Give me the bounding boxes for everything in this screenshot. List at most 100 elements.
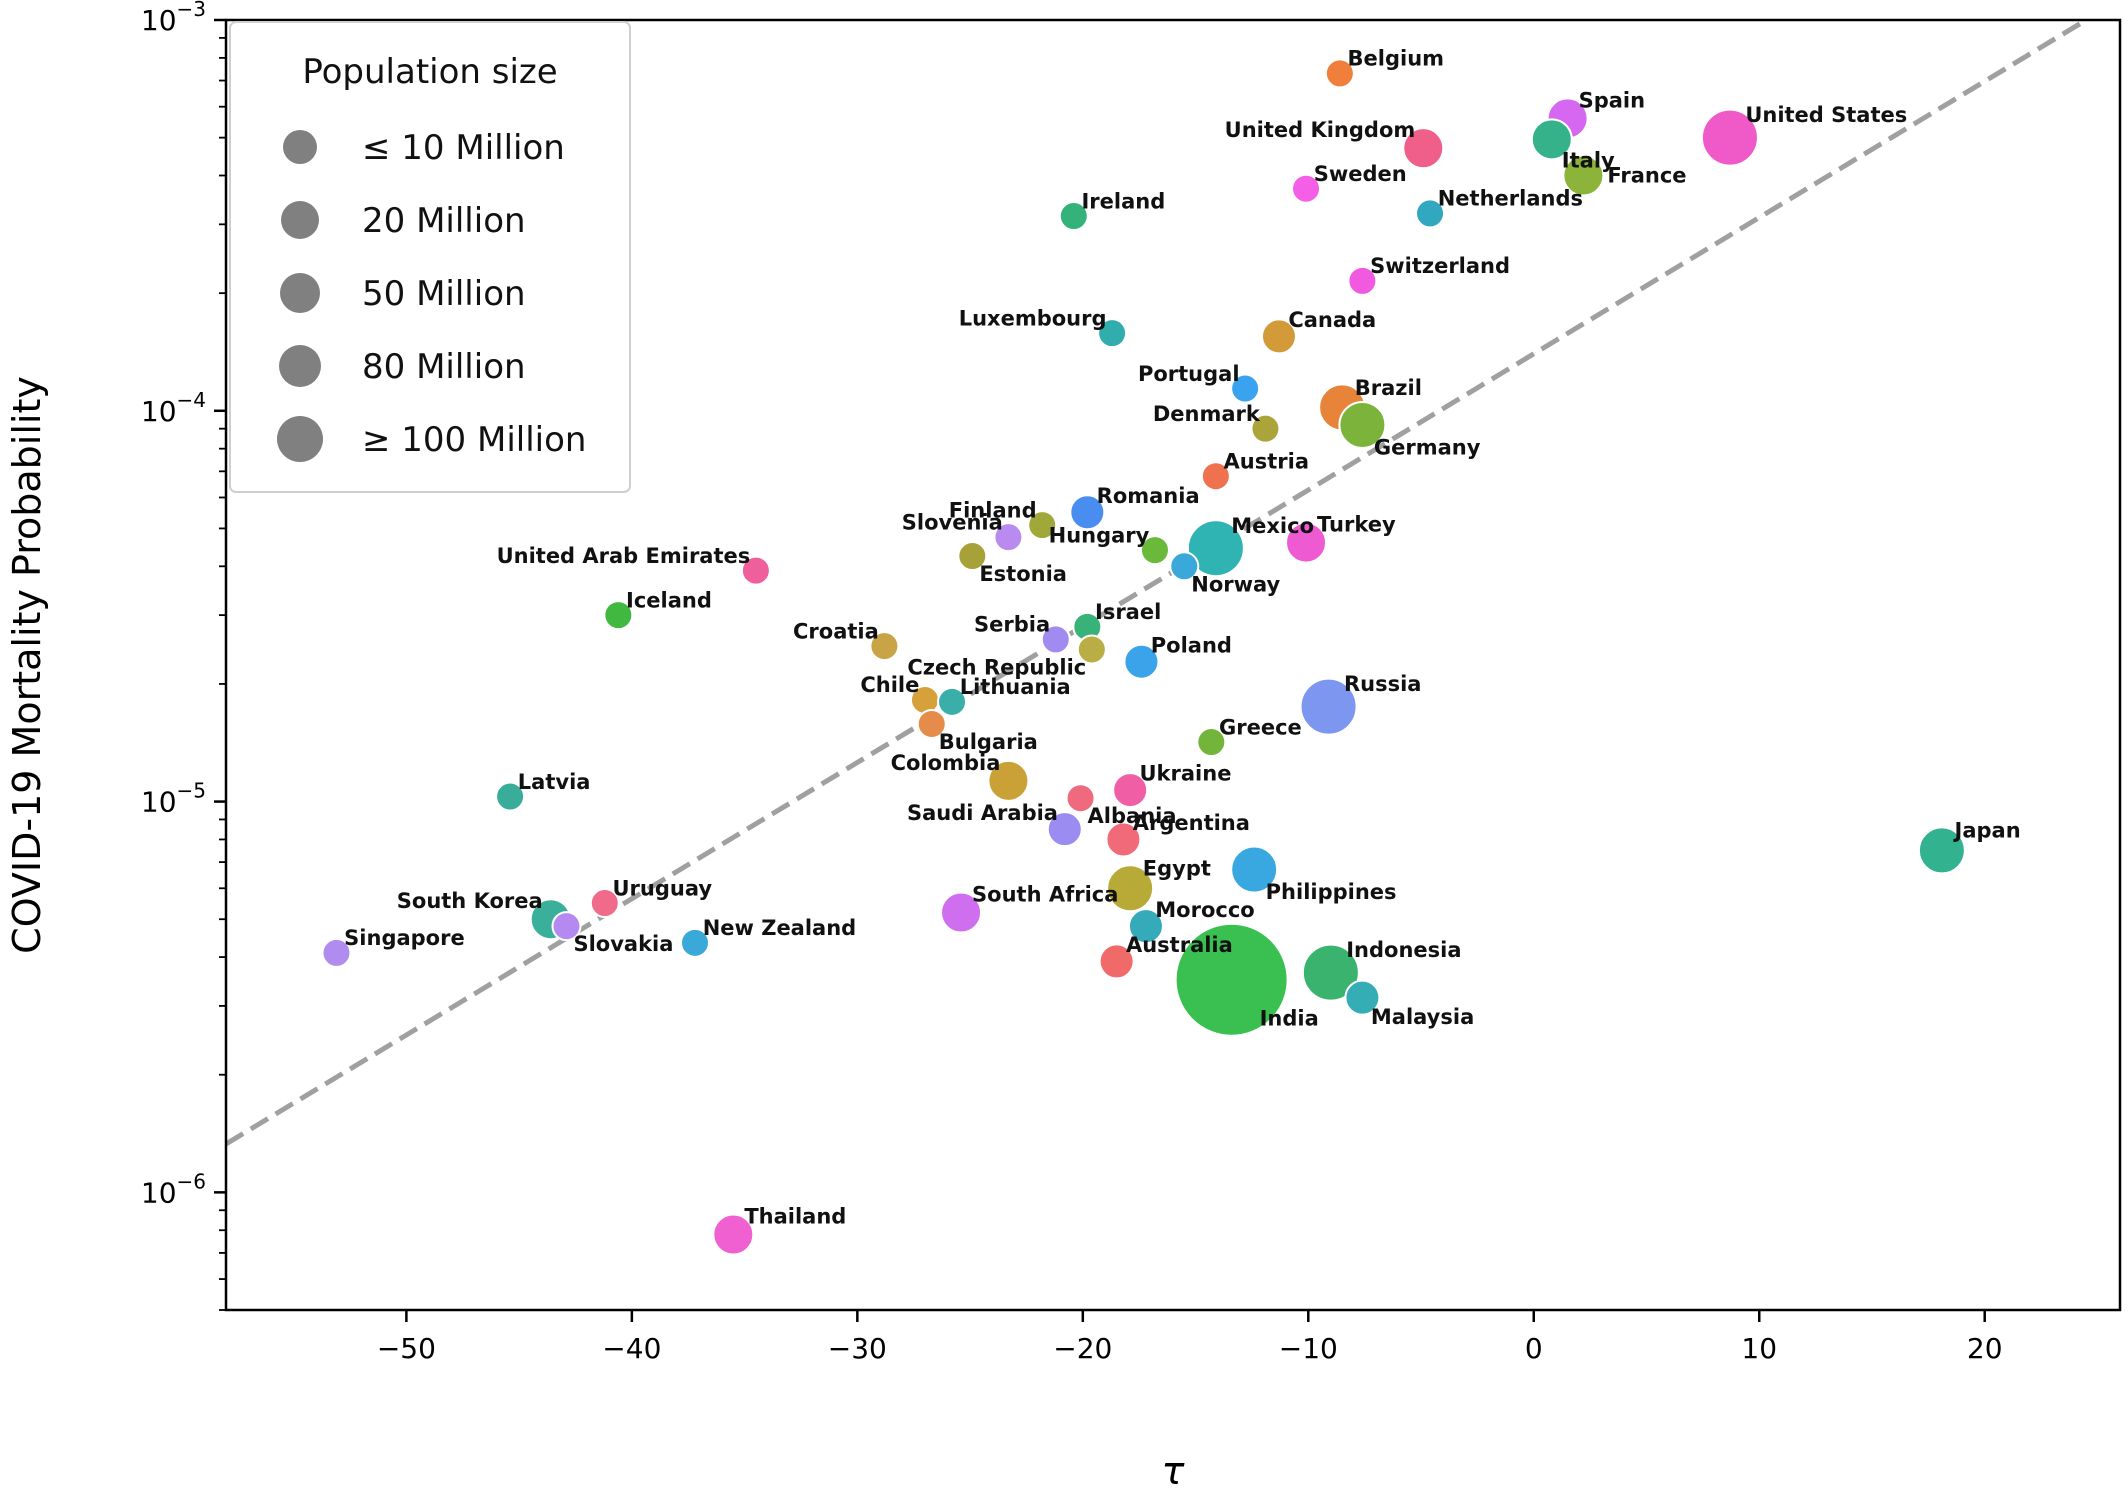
- point-india: [1174, 922, 1289, 1037]
- point-new-zealand: [679, 927, 710, 958]
- point-switzerland: [1347, 265, 1378, 296]
- point-estonia: [957, 541, 988, 572]
- label-malaysia: Malaysia: [1371, 1005, 1474, 1029]
- x-axis-ticks: −50 −40 −30 −20 −10 0 10 20: [377, 1310, 2003, 1365]
- point-united-states: [1700, 108, 1759, 167]
- point-philippines: [1230, 845, 1279, 894]
- label-indonesia: Indonesia: [1346, 938, 1461, 962]
- y-tick-label: 10−6: [141, 1169, 206, 1209]
- label-greece: Greece: [1219, 715, 1302, 739]
- x-tick-label: −10: [1279, 1332, 1338, 1365]
- x-tick-label: −30: [828, 1332, 887, 1365]
- trend-line: [226, 20, 2088, 1147]
- point-italy: [1530, 118, 1573, 161]
- label-russia: Russia: [1344, 672, 1422, 696]
- x-tick-label: −20: [1053, 1332, 1112, 1365]
- point-ireland: [1058, 201, 1089, 232]
- label-belgium: Belgium: [1348, 47, 1445, 71]
- label-lithuania: Lithuania: [960, 675, 1071, 699]
- point-mexico: [1186, 519, 1245, 578]
- label-ukraine: Ukraine: [1140, 762, 1232, 786]
- label-australia: Australia: [1126, 933, 1233, 957]
- label-united-arab-emirates: United Arab Emirates: [497, 544, 751, 568]
- label-colombia: Colombia: [891, 751, 1001, 775]
- point-indonesia: [1301, 943, 1360, 1002]
- label-india: India: [1260, 1007, 1319, 1031]
- point-austria: [1200, 461, 1231, 492]
- point-norway: [1169, 551, 1200, 582]
- label-latvia: Latvia: [518, 770, 591, 794]
- legend-box: [229, 21, 631, 493]
- legend-item-label: 80 Million: [362, 347, 526, 387]
- label-slovakia: Slovakia: [573, 932, 673, 956]
- legend-title: Population size: [302, 52, 557, 92]
- point-portugal: [1230, 373, 1261, 404]
- x-axis-label: τ: [1162, 1449, 1186, 1491]
- point-netherlands: [1415, 198, 1446, 229]
- label-philippines: Philippines: [1266, 880, 1397, 904]
- point-uruguay: [589, 888, 620, 919]
- label-egypt: Egypt: [1143, 857, 1211, 881]
- label-new-zealand: New Zealand: [703, 916, 857, 940]
- legend-marker: [280, 273, 320, 313]
- point-morocco: [1127, 908, 1164, 945]
- label-united-kingdom: United Kingdom: [1225, 118, 1416, 142]
- point-croatia: [869, 631, 900, 662]
- label-singapore: Singapore: [344, 926, 465, 950]
- label-turkey: Turkey: [1317, 513, 1396, 537]
- point-hungary: [1139, 535, 1170, 566]
- label-slovenia: Slovenia: [902, 510, 1003, 534]
- label-czech-republic: Czech Republic: [907, 655, 1086, 679]
- point-france: [1562, 154, 1605, 197]
- x-tick-label: −50: [377, 1332, 436, 1365]
- label-netherlands: Netherlands: [1438, 187, 1583, 211]
- label-denmark: Denmark: [1153, 402, 1261, 426]
- label-poland: Poland: [1151, 633, 1232, 657]
- y-tick-label: 10−5: [141, 779, 206, 819]
- label-uruguay: Uruguay: [613, 876, 713, 900]
- legend: Population size ≤ 10 Million 20 Million 50…: [229, 21, 631, 493]
- point-slovakia: [551, 911, 582, 942]
- label-israel: Israel: [1095, 600, 1161, 624]
- point-colombia: [987, 759, 1030, 802]
- label-austria: Austria: [1224, 450, 1309, 474]
- label-iceland: Iceland: [626, 588, 712, 612]
- point-ukraine: [1112, 772, 1149, 809]
- point-denmark: [1250, 413, 1281, 444]
- label-luxembourg: Luxembourg: [959, 306, 1107, 330]
- label-argentina: Argentina: [1133, 811, 1250, 835]
- point-bulgaria: [916, 708, 947, 739]
- trend-line-layer: [226, 20, 2088, 1147]
- point-saudi-arabia: [1046, 811, 1083, 848]
- label-south-africa: South Africa: [972, 883, 1118, 907]
- point-greece: [1196, 727, 1227, 758]
- label-united-states: United States: [1745, 103, 1907, 127]
- point-germany: [1338, 400, 1387, 449]
- label-switzerland: Switzerland: [1370, 254, 1510, 278]
- label-france: France: [1607, 164, 1686, 188]
- y-tick-label: 10−3: [141, 0, 206, 37]
- label-morocco: Morocco: [1155, 898, 1254, 922]
- x-tick-label: −40: [602, 1332, 661, 1365]
- label-estonia: Estonia: [979, 562, 1067, 586]
- x-tick-label: 0: [1525, 1332, 1543, 1365]
- point-latvia: [495, 781, 526, 812]
- legend-marker: [277, 416, 323, 462]
- label-mexico: Mexico: [1231, 514, 1314, 538]
- y-axis-label: COVID-19 Mortality Probability: [5, 376, 49, 954]
- y-tick-label: 10−4: [141, 388, 206, 428]
- label-bulgaria: Bulgaria: [939, 730, 1038, 754]
- point-sweden: [1291, 173, 1322, 204]
- point-australia: [1098, 943, 1135, 980]
- label-ireland: Ireland: [1081, 189, 1165, 213]
- x-tick-label: 20: [1967, 1332, 2003, 1365]
- x-tick-label: 10: [1741, 1332, 1777, 1365]
- label-saudi-arabia: Saudi Arabia: [907, 801, 1058, 825]
- point-japan: [1917, 826, 1966, 875]
- legend-item-label: 50 Million: [362, 274, 526, 314]
- plot-frame: [224, 18, 2122, 1312]
- legend-marker: [283, 130, 317, 164]
- legend-marker: [281, 201, 319, 239]
- point-thailand: [712, 1213, 755, 1256]
- point-russia: [1299, 677, 1358, 736]
